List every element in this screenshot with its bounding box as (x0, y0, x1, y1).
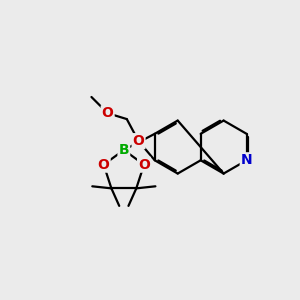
Text: O: O (133, 134, 145, 148)
Text: N: N (241, 153, 252, 167)
Text: B: B (118, 143, 129, 157)
Text: O: O (98, 158, 109, 172)
Text: O: O (138, 158, 150, 172)
Text: O: O (102, 106, 114, 120)
